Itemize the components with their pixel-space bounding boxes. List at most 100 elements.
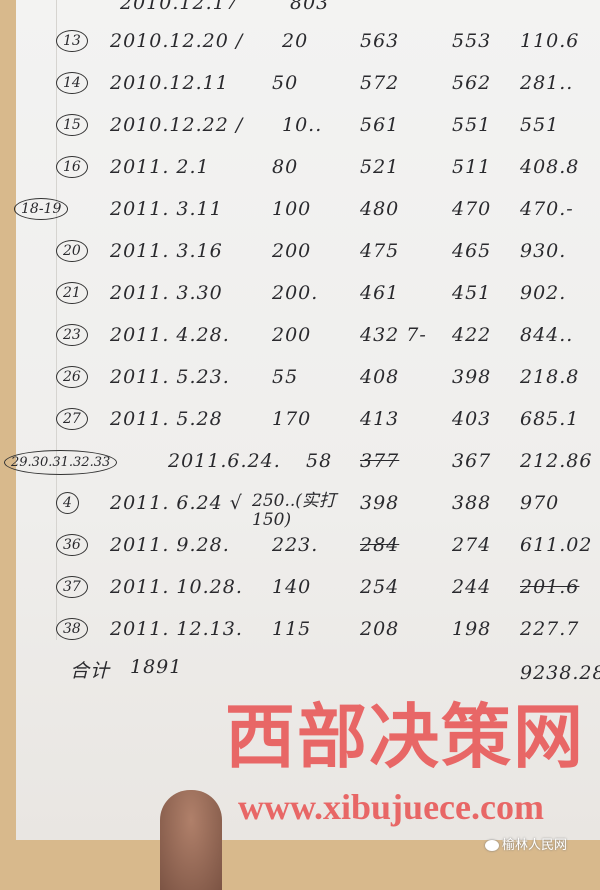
total-label: 合计 (70, 660, 111, 682)
value-2: 551 (452, 114, 492, 136)
partial-row: 2010.12.17 803 (0, 0, 600, 22)
table-row: 13 2010.12.20 / 20 563 553 110.6 (0, 30, 600, 60)
table-row: 36 2011. 9.28. 223. 284 274 611.02 (0, 534, 600, 564)
entry-number: 38 (56, 618, 88, 640)
value-2: 553 (452, 30, 492, 52)
value-1: 563 (360, 30, 400, 52)
value-1: 284 (360, 534, 400, 556)
value-1: 254 (360, 576, 400, 598)
value-1: 521 (360, 156, 400, 178)
value-2: 451 (452, 282, 492, 304)
value-1: 208 (360, 618, 400, 640)
entry-number: 37 (56, 576, 88, 598)
date: 2011.6.24. (168, 450, 281, 472)
value-3: 212.86 (520, 450, 593, 472)
date: 2011. 9.28. (110, 534, 230, 556)
amount: 170 (272, 408, 312, 430)
value-2: 398 (452, 366, 492, 388)
finger (160, 790, 222, 890)
value-2: 367 (452, 450, 492, 472)
value-1: 561 (360, 114, 400, 136)
value-3: 844.. (520, 324, 574, 346)
amount: 58 (306, 450, 333, 472)
value-3: 281.. (520, 72, 574, 94)
entry-number: 23 (56, 324, 88, 346)
value-2: 388 (452, 492, 492, 514)
entry-number: 18-19 (14, 198, 69, 220)
value-3: 685.1 (520, 408, 580, 430)
amount: 100 (272, 198, 312, 220)
date: 2010.12.11 (110, 72, 229, 94)
entry-number: 29.30.31.32.33 (4, 450, 118, 475)
value-2: 465 (452, 240, 492, 262)
amount: 223. (272, 534, 319, 556)
amount: 140 (272, 576, 312, 598)
value-2: 274 (452, 534, 492, 556)
table-row: 37 2011. 10.28. 140 254 244 201.6 (0, 576, 600, 606)
watermark-logo: 西部决策网 (225, 695, 585, 778)
date: 2011. 5.23. (110, 366, 230, 388)
table-row: 38 2011. 12.13. 115 208 198 227.7 (0, 618, 600, 648)
margin-line (56, 0, 57, 640)
amount: 200. (272, 282, 319, 304)
value-2: 403 (452, 408, 492, 430)
amount: 250..(实打150) (252, 491, 336, 530)
entry-number: 27 (56, 408, 88, 430)
amount: 20 (282, 30, 309, 52)
amount: 200 (272, 240, 312, 262)
entry-number: 21 (56, 282, 88, 304)
value-3: 110.6 (520, 30, 580, 52)
table-row: 14 2010.12.11 50 572 562 281.. (0, 72, 600, 102)
date: 2011. 2.1 (110, 156, 210, 178)
amount: 200 (272, 324, 312, 346)
date: 2010.12.20 / (110, 30, 244, 52)
value-2: 511 (452, 156, 492, 178)
value-1: 413 (360, 408, 400, 430)
date: 2010.12.17 (120, 0, 239, 14)
value-1: 461 (360, 282, 400, 304)
date: 2011. 4.28. (110, 324, 230, 346)
value-1: 377 (360, 450, 400, 472)
value-3: 218.8 (520, 366, 580, 388)
value-1: 572 (360, 72, 400, 94)
value-1: 432 7- (360, 324, 427, 346)
value-1: 408 (360, 366, 400, 388)
table-row: 23 2011. 4.28. 200 432 7- 422 844.. (0, 324, 600, 354)
date: 2011. 10.28. (110, 576, 243, 598)
date: 2011. 3.11 (110, 198, 223, 220)
value-3: 201.6 (520, 576, 580, 598)
amount: 80 (272, 156, 299, 178)
value-3: 227.7 (520, 618, 580, 640)
source-label: 榆林人民网 (502, 838, 568, 853)
total-row: 合计 1891 9238.28 (0, 656, 600, 686)
value-3: 551 (520, 114, 560, 136)
date: 2010.12.22 / (110, 114, 244, 136)
amount: 55 (272, 366, 299, 388)
value-1: 480 (360, 198, 400, 220)
amount: 115 (272, 618, 312, 640)
date: 2011. 5.28 (110, 408, 223, 430)
date: 2011. 12.13. (110, 618, 243, 640)
entry-number: 36 (56, 534, 88, 556)
value-3: 970 (520, 492, 560, 514)
wechat-icon (485, 840, 499, 851)
amount: 50 (272, 72, 299, 94)
entry-number: 4 (56, 492, 79, 514)
value-3: 611.02 (520, 534, 593, 556)
entry-number: 14 (56, 72, 88, 94)
total-sum: 9238.28 (520, 662, 600, 684)
date: 2011. 3.30 (110, 282, 223, 304)
entry-number: 26 (56, 366, 88, 388)
value-3: 930. (520, 240, 567, 262)
value-1: 398 (360, 492, 400, 514)
table-row: 18-19 2011. 3.11 100 480 470 470.- (0, 198, 600, 228)
value-2: 244 (452, 576, 492, 598)
table-row: 27 2011. 5.28 170 413 403 685.1 (0, 408, 600, 438)
source-watermark: 榆林人民网 (485, 838, 567, 854)
amount: 803 (290, 0, 330, 14)
entry-number: 20 (56, 240, 88, 262)
value-3: 408.8 (520, 156, 580, 178)
entry-number: 16 (56, 156, 88, 178)
table-row: 26 2011. 5.23. 55 408 398 218.8 (0, 366, 600, 396)
paper-sheet (16, 0, 600, 840)
